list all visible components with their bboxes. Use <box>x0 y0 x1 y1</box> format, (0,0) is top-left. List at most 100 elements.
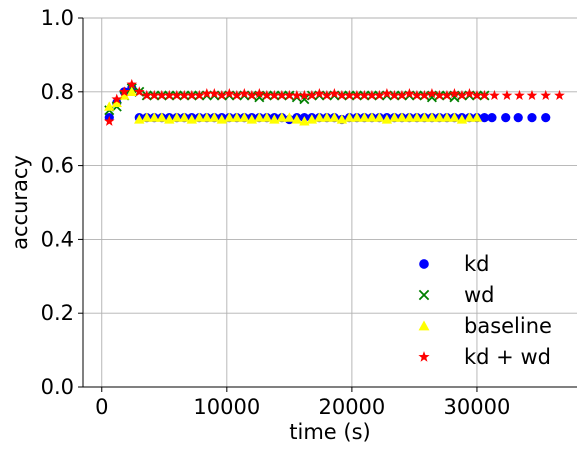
data-point-kd-wd <box>193 89 205 101</box>
y-tick-label: 0.6 <box>41 154 74 178</box>
legend-label-kd: kd <box>464 252 490 276</box>
data-point-kd-wd <box>344 89 355 101</box>
data-point-baseline <box>224 112 235 122</box>
series-wd <box>104 83 490 116</box>
legend-item-wd: wd <box>418 283 495 307</box>
data-point-kd <box>527 113 537 123</box>
data-point-kd-wd <box>208 88 220 99</box>
data-point-kd-wd <box>404 88 415 99</box>
legend-item-baseline: baseline <box>418 314 552 338</box>
data-point-baseline <box>194 112 205 122</box>
data-point-kd <box>487 113 497 123</box>
data-point-kd-wd <box>306 89 318 101</box>
data-point-kd-wd <box>464 88 475 99</box>
data-point-baseline <box>111 97 122 108</box>
legend-marker-kd <box>419 259 429 269</box>
data-point-kd-wd <box>171 89 183 101</box>
y-tick-label: 0.2 <box>41 301 74 325</box>
data-point-kd-wd <box>411 89 423 101</box>
legend-marker-baseline <box>418 320 430 331</box>
data-point-baseline <box>426 112 438 122</box>
points-layer <box>103 78 565 126</box>
data-point-baseline <box>344 112 355 122</box>
data-point-baseline <box>126 86 137 96</box>
data-point-kd-wd <box>321 89 333 101</box>
data-point-baseline <box>141 112 152 122</box>
data-point-baseline <box>396 112 408 122</box>
data-point-kd-wd <box>291 89 303 101</box>
x-axis-label: time (s) <box>289 420 370 444</box>
data-point-kd-wd <box>449 88 460 99</box>
data-point-kd <box>541 113 551 123</box>
data-point-baseline <box>329 112 340 122</box>
data-point-kd-wd <box>314 88 325 99</box>
y-tick-label: 0.0 <box>41 375 74 399</box>
data-point-kd-wd <box>216 89 228 101</box>
data-point-kd-wd <box>103 115 115 126</box>
data-point-kd-wd <box>489 89 500 101</box>
data-point-baseline <box>314 112 325 122</box>
data-point-baseline <box>171 112 182 122</box>
data-point-kd-wd <box>133 86 145 97</box>
data-point-kd-wd <box>419 89 430 101</box>
data-point-baseline <box>419 112 430 122</box>
data-point-kd-wd <box>246 89 258 101</box>
data-point-baseline <box>179 112 190 122</box>
data-point-baseline <box>366 112 378 122</box>
x-tick-label: 0 <box>95 395 108 419</box>
data-point-kd-wd <box>479 89 490 101</box>
data-point-kd-wd <box>514 89 525 101</box>
data-point-kd-wd <box>148 89 160 101</box>
data-point-baseline <box>374 112 385 122</box>
legend-label-wd: wd <box>464 283 495 307</box>
data-point-baseline <box>321 112 333 122</box>
data-point-baseline <box>291 114 303 124</box>
data-point-kd-wd <box>254 88 265 99</box>
data-point-baseline <box>209 112 220 122</box>
data-point-kd-wd <box>299 89 310 101</box>
data-point-baseline <box>119 90 130 100</box>
data-point-baseline <box>276 112 288 122</box>
data-point-kd-wd <box>366 89 378 101</box>
data-point-kd-wd <box>231 89 243 101</box>
data-point-kd-wd <box>126 78 138 89</box>
data-point-baseline <box>239 112 250 122</box>
data-point-baseline <box>231 112 243 122</box>
data-point-wd <box>426 92 437 103</box>
data-point-kd <box>501 113 511 123</box>
data-point-baseline <box>156 112 167 122</box>
data-point-kd-wd <box>284 89 295 101</box>
data-point-baseline <box>449 112 460 122</box>
data-point-baseline <box>389 112 400 122</box>
y-axis-label: accuracy <box>8 155 32 250</box>
data-point-wd <box>449 92 460 103</box>
data-point-kd-wd <box>118 86 130 97</box>
axes-layer <box>82 18 577 388</box>
x-tick-label: 10000 <box>193 395 260 419</box>
legend-item-kd: kd <box>419 252 490 276</box>
data-point-wd <box>254 92 265 103</box>
data-point-kd-wd <box>434 89 445 101</box>
data-point-baseline <box>434 112 445 122</box>
data-point-kd-wd <box>111 93 123 104</box>
data-point-kd-wd <box>261 89 273 101</box>
data-point-baseline <box>201 112 213 122</box>
data-point-baseline <box>464 112 475 122</box>
data-point-kd-wd <box>526 89 538 101</box>
series-kd-wd <box>103 78 565 126</box>
legend-label-baseline: baseline <box>464 314 552 338</box>
data-point-baseline <box>411 112 423 122</box>
data-point-kd-wd <box>269 89 280 101</box>
data-point-kd-wd <box>554 89 565 101</box>
y-tick-label: 0.8 <box>41 80 74 104</box>
data-point-kd-wd <box>456 89 468 101</box>
x-tick-label: 20000 <box>318 395 385 419</box>
data-point-kd-wd <box>178 89 190 101</box>
data-point-kd-wd <box>374 89 385 101</box>
data-point-baseline <box>261 112 273 122</box>
data-point-kd-wd <box>163 89 175 101</box>
ticks-layer: 0 10000 20000 30000 0.0 0.2 0.4 0.6 0.8 1.0 <box>41 6 511 419</box>
x-tick-label: 30000 <box>444 395 511 419</box>
legend-item-kd-wd: kd + wd <box>418 345 551 369</box>
